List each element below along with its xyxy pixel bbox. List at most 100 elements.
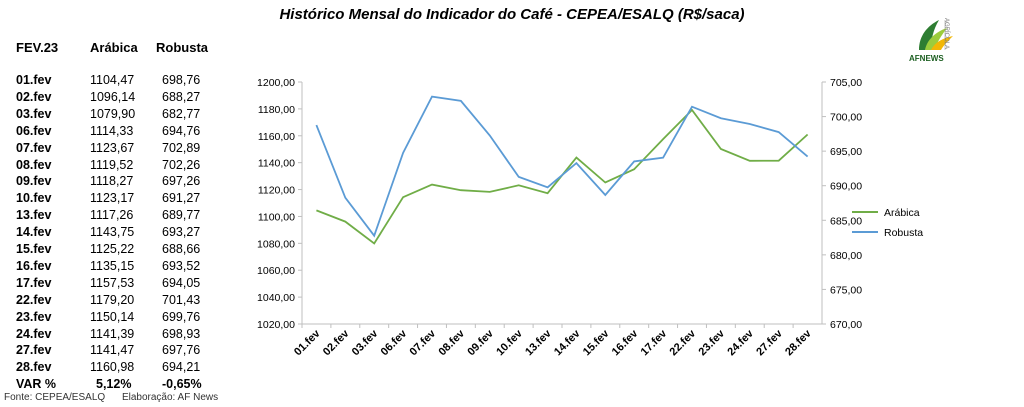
x-tick-label: 03.fev [350,327,381,358]
var-label: VAR % [16,377,57,391]
row-robusta: 702,26 [162,157,201,172]
series-line-robusta [315,95,809,238]
footer-credit: Elaboração: AF News [121,392,219,403]
logo-sub: AGRÍCOLA [943,18,949,50]
row-arabica: 1119,52 [90,157,134,172]
y-left-tick-label: 1140,00 [258,158,295,170]
row-robusta: 689,77 [162,208,201,223]
x-tick-label: 13.fev [523,327,554,358]
row-date: 24.fev [16,326,52,341]
y-right-tick-label: 680,00 [830,250,862,262]
row-robusta: 698,93 [162,326,201,341]
row-arabica: 1118,27 [90,174,134,189]
table-row: 07.fev 1123,67 702,89 [16,141,226,159]
table-row: 24.fev 1141,39 698,93 [16,327,226,345]
x-tick-label: 07.fev [408,327,439,358]
table-row: 15.fev 1125,22 688,66 [16,242,226,260]
y-right-tick-label: 700,00 [830,112,862,124]
row-date: 15.fev [16,242,52,256]
row-date: 27.fev [16,343,52,358]
y-left-tick-label: 1200,00 [257,77,295,89]
row-date: 17.fev [16,275,52,290]
y-left-tick-label: 1160,00 [258,131,295,143]
legend-label: Robusta [884,227,923,239]
x-tick-label: 08.fev [436,327,467,358]
y-left-tick-label: 1060,00 [257,265,295,277]
y-left-tick-label: 1100,00 [258,211,295,223]
y-left-tick-label: 1180,00 [258,104,295,116]
y-right-tick-label: 690,00 [830,181,862,193]
row-arabica: 1125,22 [90,242,135,256]
logo-brand: AFNEWS [909,54,944,63]
row-arabica: 1160,98 [90,360,135,375]
x-tick-label: 24.fev [725,327,756,358]
chart-title: Histórico Mensal do Indicador do Café - … [279,6,745,23]
row-arabica: 1179,20 [90,292,135,307]
row-robusta: 697,26 [162,174,201,189]
var-row: VAR % 5,12% -0,65% [16,377,226,395]
row-robusta: 698,76 [162,73,201,87]
row-robusta: 688,66 [162,242,201,256]
x-tick-label: 14.fev [552,327,583,358]
table-row: 09.fev 1118,27 697,26 [16,174,226,192]
row-date: 03.fev [16,106,52,121]
x-tick-label: 22.fev [668,327,699,358]
x-tick-label: 02.fev [321,327,352,358]
y-right-tick-label: 675,00 [830,284,862,296]
table-row: 14.fev 1143,75 693,27 [16,225,226,243]
table-header-robusta: Robusta [156,40,208,55]
row-arabica: 1096,14 [90,89,136,104]
x-tick-label: 10.fev [494,327,525,358]
row-robusta: 701,43 [162,292,201,307]
afnews-logo: AFNEWS AGRÍCOLA [905,14,967,66]
row-robusta: 699,76 [162,309,201,324]
table-row: 02.fev 1096,14 688,27 [16,90,226,108]
var-robusta: -0,65% [162,377,202,391]
row-robusta: 693,52 [162,258,201,273]
footer: Fonte: CEPEA/ESALQ Elaboração: AF News [4,392,232,403]
row-arabica: 1123,67 [90,140,135,155]
line-chart: 1020,00 1040,00 1060,00 1080,00 1100,00 1120,… [257,77,923,358]
var-arabica: 5,12% [96,377,132,391]
row-robusta: 694,05 [162,275,201,290]
row-robusta: 694,21 [162,360,201,375]
table-row: 01.fev 1104,47 698,76 [16,73,226,91]
x-tick-label: 06.fev [379,327,410,358]
row-date: 28.fev [16,360,52,375]
table-header-arabica: Arábica [90,40,138,55]
row-arabica: 1123,17 [90,191,135,206]
row-robusta: 691,27 [162,191,201,206]
x-tick-label: 17.fev [639,327,670,358]
row-robusta: 693,27 [162,225,201,240]
table-row: 06.fev 1114,33 694,76 [16,124,226,142]
table-row: 27.fev 1141,47 697,76 [16,343,226,361]
row-arabica: 1141,47 [90,343,135,358]
row-date: 02.fev [16,89,52,104]
legend-label: Arábica [884,207,920,219]
row-robusta: 694,76 [162,123,201,138]
table-row: 16.fev 1135,15 693,52 [16,259,226,277]
table-row: 10.fev 1123,17 691,27 [16,191,226,209]
table-row: 17.fev 1157,53 694,05 [16,276,226,294]
row-robusta: 702,89 [162,140,201,155]
table-row: 03.fev 1079,90 682,77 [16,107,226,125]
y-right-tick-label: 705,00 [830,77,862,89]
table-row: 28.fev 1160,98 694,21 [16,360,226,378]
row-date: 08.fev [16,157,52,172]
x-tick-label: 28.fev [783,327,814,358]
x-tick-label: 15.fev [581,327,612,358]
row-date: 13.fev [16,208,52,223]
series-line-arbica [316,108,809,245]
leaf-icon [919,20,953,50]
table-header-month: FEV.23 [16,40,59,55]
x-tick-label: 01.fev [292,327,323,358]
table-row: 23.fev 1150,14 699,76 [16,310,226,328]
row-robusta: 688,27 [162,89,201,104]
x-tick-label: 09.fev [465,327,496,358]
y-left-tick-label: 1080,00 [257,238,295,250]
row-arabica: 1143,75 [90,225,135,240]
row-arabica: 1157,53 [90,275,135,290]
table-row: 22.fev 1179,20 701,43 [16,293,226,311]
footer-source: Fonte: CEPEA/ESALQ [4,392,106,403]
row-arabica: 1135,15 [90,258,135,273]
